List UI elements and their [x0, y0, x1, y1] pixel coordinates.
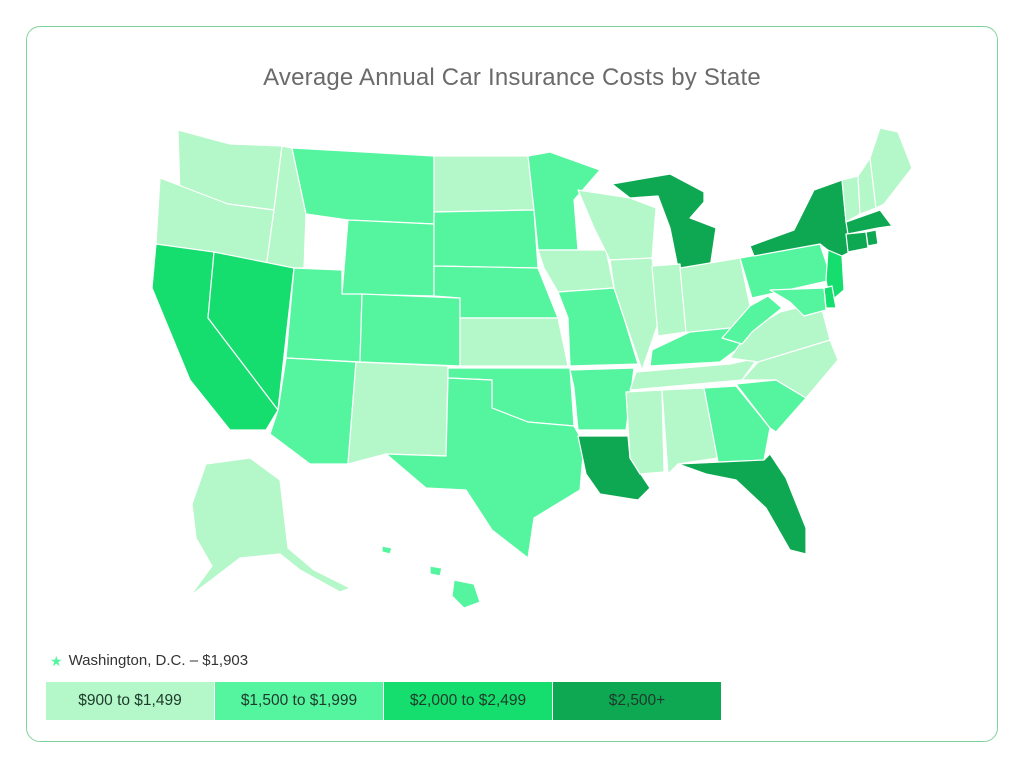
map-title: Average Annual Car Insurance Costs by St… — [263, 64, 761, 91]
state-SD[interactable] — [433, 209, 539, 269]
state-FL[interactable] — [677, 453, 807, 555]
legend-item-tier-1: $900 to $1,499 — [46, 682, 214, 720]
state-TN[interactable] — [629, 357, 759, 391]
state-AZ[interactable] — [269, 357, 357, 465]
state-HI[interactable] — [451, 579, 481, 609]
legend-label: $1,500 to $1,999 — [240, 692, 358, 709]
state-NY[interactable] — [749, 179, 859, 259]
star-icon: ★ — [50, 652, 63, 669]
legend-item-tier-4: $2,500+ — [552, 682, 721, 720]
state-RI[interactable] — [865, 229, 879, 247]
dc-note: ★ Washington, D.C. – $1,903 — [50, 652, 248, 669]
state-KS[interactable] — [459, 317, 569, 367]
state-MA[interactable] — [845, 209, 893, 235]
legend-label: $2,000 to $2,499 — [409, 692, 527, 709]
state-MS[interactable] — [625, 389, 665, 475]
legend-item-tier-3: $2,000 to $2,499 — [383, 682, 552, 720]
legend-item-tier-2: $1,500 to $1,999 — [214, 682, 383, 720]
state-ME[interactable] — [869, 127, 913, 209]
legend: $900 to $1,499 $1,500 to $1,999 $2,000 t… — [46, 682, 721, 720]
state-AK[interactable] — [189, 457, 351, 597]
state-MT[interactable] — [291, 147, 435, 225]
state-NM[interactable] — [347, 361, 449, 465]
state-NV[interactable] — [207, 251, 295, 411]
state-MD[interactable] — [769, 287, 827, 317]
state-HI-2[interactable] — [429, 565, 443, 577]
state-IL[interactable] — [609, 257, 661, 371]
legend-label: $2,500+ — [608, 692, 666, 709]
state-WY[interactable] — [341, 219, 435, 297]
us-choropleth-map — [130, 118, 920, 618]
state-CT[interactable] — [845, 231, 869, 253]
state-HI-3[interactable] — [381, 545, 393, 555]
state-WV[interactable] — [721, 295, 783, 345]
state-ND[interactable] — [433, 155, 535, 213]
legend-label: $900 to $1,499 — [78, 692, 182, 709]
state-SC[interactable] — [735, 379, 807, 433]
state-MN[interactable] — [527, 151, 601, 251]
state-MI[interactable] — [611, 173, 717, 269]
state-AR[interactable] — [569, 367, 635, 431]
state-GA[interactable] — [703, 385, 771, 463]
state-AL[interactable] — [661, 387, 719, 475]
state-TX[interactable] — [385, 377, 585, 559]
dc-note-text: Washington, D.C. – $1,903 — [68, 652, 249, 669]
state-IA[interactable] — [537, 249, 615, 293]
state-CO[interactable] — [359, 293, 461, 367]
